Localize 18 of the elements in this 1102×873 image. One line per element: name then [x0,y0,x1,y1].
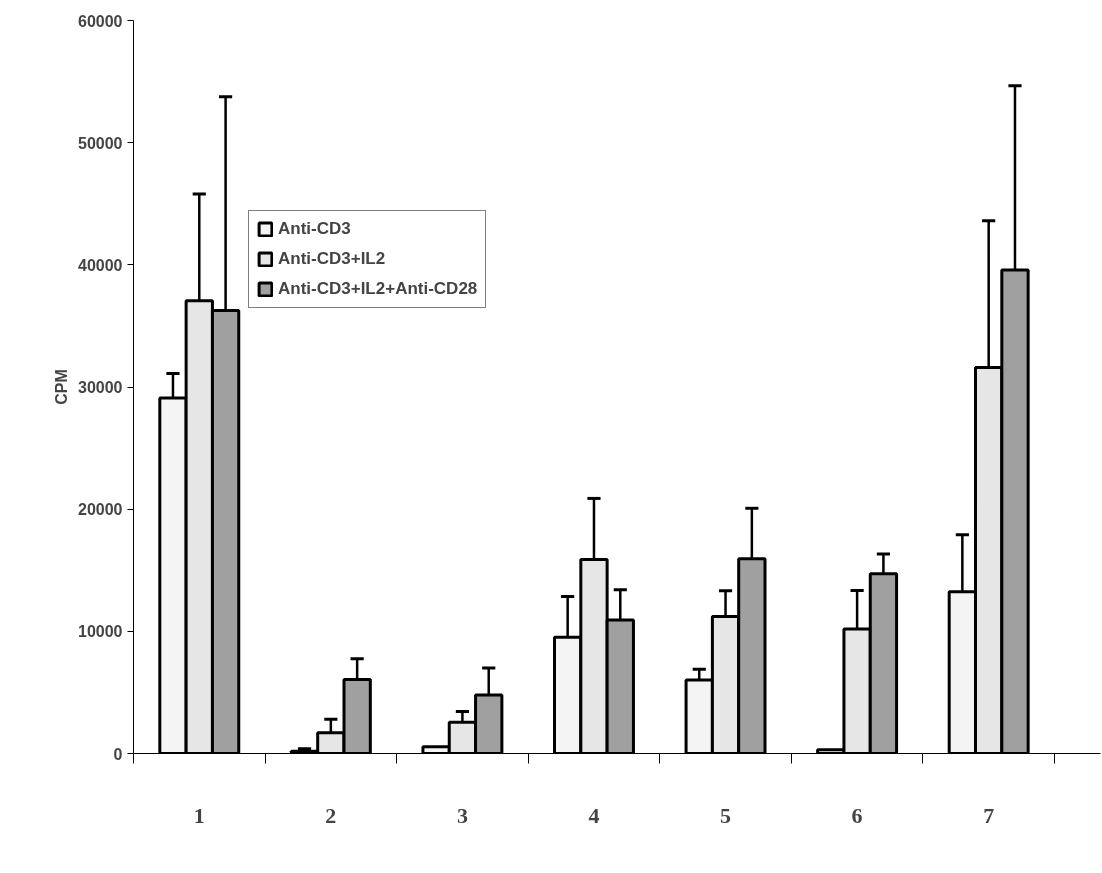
x-tick-label: 3 [456,802,468,828]
x-tick-label: 2 [325,802,337,828]
y-tick-label: 30000 [78,379,123,396]
x-tick-label: 4 [588,802,600,828]
y-tick-label: 20000 [78,501,123,519]
y-tick-label: 50000 [78,134,123,152]
y-tick-label: 10000 [78,623,123,641]
legend-label: Anti-CD3+IL2 [278,249,386,269]
y-axis-title: CPM [53,369,71,405]
x-tick-label: 1 [193,802,205,828]
legend-label: Anti-CD3 [278,219,351,239]
x-tick-label: 6 [851,802,863,828]
y-tick-label: 40000 [78,256,123,274]
legend-label: Anti-CD3+IL2+Anti-CD28 [278,279,478,299]
y-tick-label: 60000 [78,12,123,30]
x-tick-label: 7 [983,802,995,828]
y-tick-label: 0 [113,745,123,763]
x-tick-label: 5 [720,802,732,828]
